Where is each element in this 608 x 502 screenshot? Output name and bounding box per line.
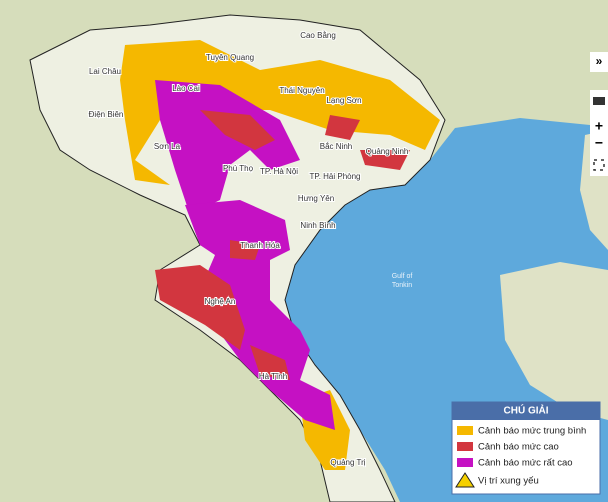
legend-item: Vị trí xung yếu — [478, 476, 539, 487]
place-label: Hà Tĩnh — [259, 372, 287, 381]
zone-very-high — [185, 200, 335, 430]
zone-high — [155, 265, 245, 350]
zone-very-high — [155, 80, 300, 215]
place-label: Cao Bằng — [300, 31, 336, 40]
place-label: Sơn La — [154, 142, 181, 151]
place-label: Tuyên Quang — [206, 53, 254, 62]
zone-medium — [120, 40, 440, 185]
place-label: Bắc Ninh — [320, 142, 352, 151]
place-label: Hưng Yên — [298, 194, 334, 203]
place-label: Thái Nguyên — [279, 86, 324, 95]
control-panel — [590, 90, 608, 176]
zoom-in[interactable]: + — [595, 118, 603, 134]
legend-swatch — [457, 442, 473, 451]
place-label: Lạng Sơn — [326, 96, 361, 105]
place-label: Thanh Hóa — [240, 241, 280, 250]
legend-swatch — [457, 458, 473, 467]
place-label: Lào Cai — [172, 84, 200, 93]
legend-item: Cảnh báo mức rất cao — [478, 458, 573, 469]
legend-swatch — [457, 426, 473, 435]
control-button[interactable] — [590, 52, 608, 72]
zone-high — [200, 110, 410, 380]
fullscreen-button[interactable] — [593, 159, 605, 171]
print-button[interactable] — [593, 97, 605, 105]
place-label: Lai Châu — [89, 67, 121, 76]
place-label: Phú Thọ — [223, 164, 254, 173]
legend: CHÚ GIẢI Cảnh báo mức trung bình Cảnh bá… — [451, 401, 601, 495]
sea-label: Tonkin — [392, 282, 412, 289]
sea-label: Gulf of — [392, 273, 413, 280]
expand-button[interactable]: » — [596, 54, 603, 68]
warning-icon — [455, 472, 475, 488]
zoom-out[interactable]: − — [595, 135, 603, 151]
map-controls: » + − — [590, 52, 608, 176]
place-label: Điện Biên — [89, 110, 124, 119]
place-label: TP. Hà Nội — [260, 167, 298, 176]
place-label: Quảng Ninh — [366, 147, 409, 156]
place-label: Nghệ An — [205, 297, 236, 306]
place-label: Quảng Trị — [330, 458, 365, 467]
legend-title: CHÚ GIẢI — [504, 404, 549, 417]
legend-item: Cảnh báo mức trung bình — [478, 426, 586, 437]
legend-header — [452, 402, 600, 420]
place-label: Ninh Bình — [300, 221, 335, 230]
legend-item: Cảnh báo mức cao — [478, 442, 559, 453]
place-label: TP. Hải Phòng — [310, 172, 361, 181]
island — [500, 262, 608, 420]
